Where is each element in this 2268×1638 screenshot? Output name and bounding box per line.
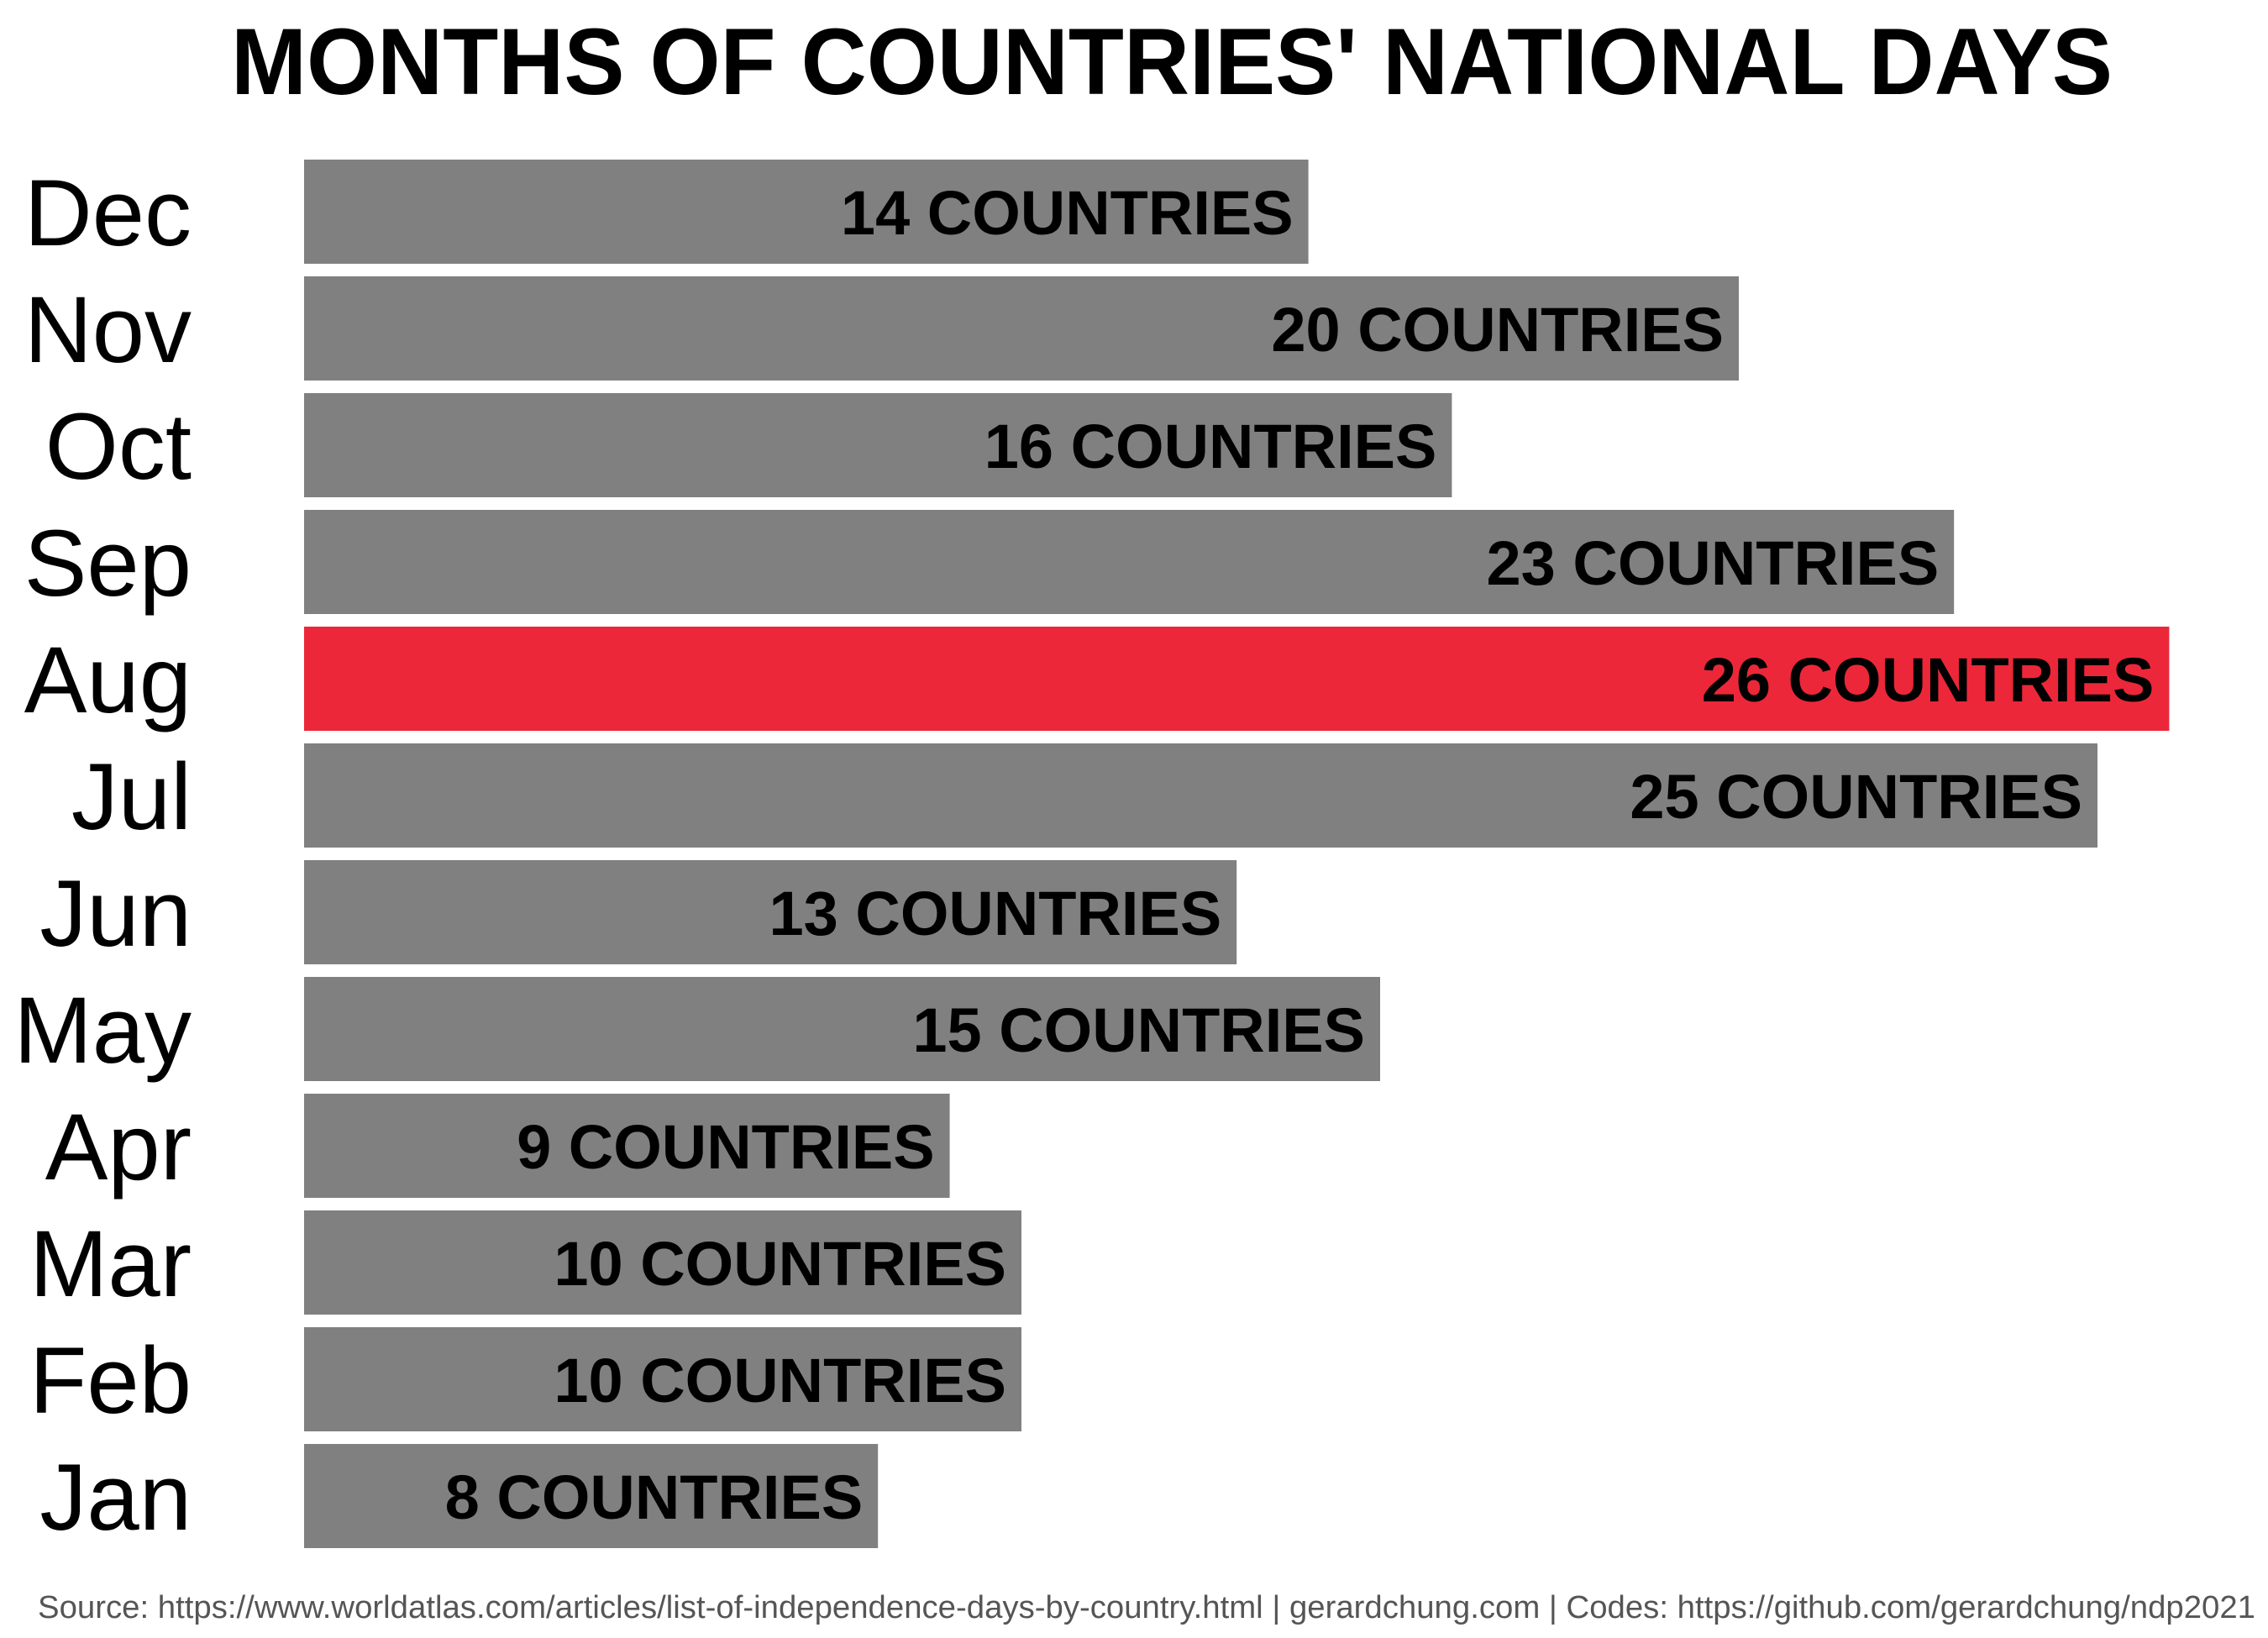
bar-apr [304, 1094, 950, 1198]
bar-row-oct: Oct 16 COUNTRIES [45, 393, 1452, 499]
bar-sep [304, 510, 1955, 614]
bar-jan [304, 1444, 879, 1548]
source-note: Source: https://www.worldatlas.com/artic… [38, 1590, 2255, 1625]
bar-value-label-oct: 16 COUNTRIES [984, 412, 1437, 481]
month-label-aug: Aug [24, 627, 192, 732]
bar-may [304, 977, 1380, 1081]
bar-jul [304, 743, 2097, 848]
bar-value-label-feb: 10 COUNTRIES [554, 1346, 1006, 1415]
bar-row-nov: Nov 20 COUNTRIES [24, 276, 1739, 382]
month-label-jul: Jul [71, 744, 192, 849]
bar-value-label-nov: 20 COUNTRIES [1271, 295, 1724, 365]
chart-title: MONTHS OF COUNTRIES' NATIONAL DAYS [231, 9, 2113, 114]
bar-nov [304, 276, 1739, 381]
bar-row-apr: Apr 9 COUNTRIES [45, 1094, 950, 1200]
bar-value-label-dec: 14 COUNTRIES [841, 178, 1294, 248]
bar-jun [304, 860, 1237, 964]
bar-row-jun: Jun 13 COUNTRIES [39, 860, 1237, 966]
month-label-jun: Jun [39, 861, 192, 966]
month-label-jan: Jan [39, 1445, 192, 1550]
month-label-feb: Feb [29, 1328, 192, 1433]
bar-row-mar: Mar 10 COUNTRIES [29, 1210, 1021, 1316]
bar-value-label-jun: 13 COUNTRIES [769, 879, 1222, 948]
bar-aug [304, 627, 2170, 731]
bar-value-label-jan: 8 COUNTRIES [445, 1462, 864, 1532]
bar-row-sep: Sep 23 COUNTRIES [24, 510, 1955, 616]
bar-row-jul: Jul 25 COUNTRIES [71, 743, 2097, 849]
month-label-mar: Mar [29, 1211, 192, 1316]
bar-value-label-jul: 25 COUNTRIES [1630, 762, 2082, 832]
bar-feb [304, 1327, 1021, 1431]
bar-value-label-sep: 23 COUNTRIES [1487, 528, 1940, 598]
month-label-nov: Nov [24, 277, 192, 382]
bar-row-feb: Feb 10 COUNTRIES [29, 1327, 1021, 1433]
bar-mar [304, 1210, 1021, 1315]
bar-row-dec: Dec 14 COUNTRIES [24, 160, 1309, 265]
month-label-sep: Sep [24, 511, 192, 616]
month-label-apr: Apr [45, 1095, 192, 1200]
bar-row-aug: Aug 26 COUNTRIES [24, 627, 2170, 732]
bar-dec [304, 160, 1309, 264]
bars-layer: Dec 14 COUNTRIES Nov 20 COUNTRIES Oct 16 COUN… [13, 160, 2170, 1550]
bar-oct [304, 393, 1452, 497]
bar-value-label-may: 15 COUNTRIES [912, 995, 1365, 1065]
month-label-dec: Dec [24, 160, 192, 265]
bar-value-label-mar: 10 COUNTRIES [554, 1229, 1006, 1299]
month-label-oct: Oct [45, 394, 192, 499]
bar-value-label-apr: 9 COUNTRIES [517, 1112, 935, 1182]
bar-value-label-aug: 26 COUNTRIES [1702, 645, 2155, 715]
bar-row-may: May 15 COUNTRIES [13, 977, 1380, 1083]
month-label-may: May [13, 978, 192, 1083]
bar-row-jan: Jan 8 COUNTRIES [39, 1444, 879, 1550]
